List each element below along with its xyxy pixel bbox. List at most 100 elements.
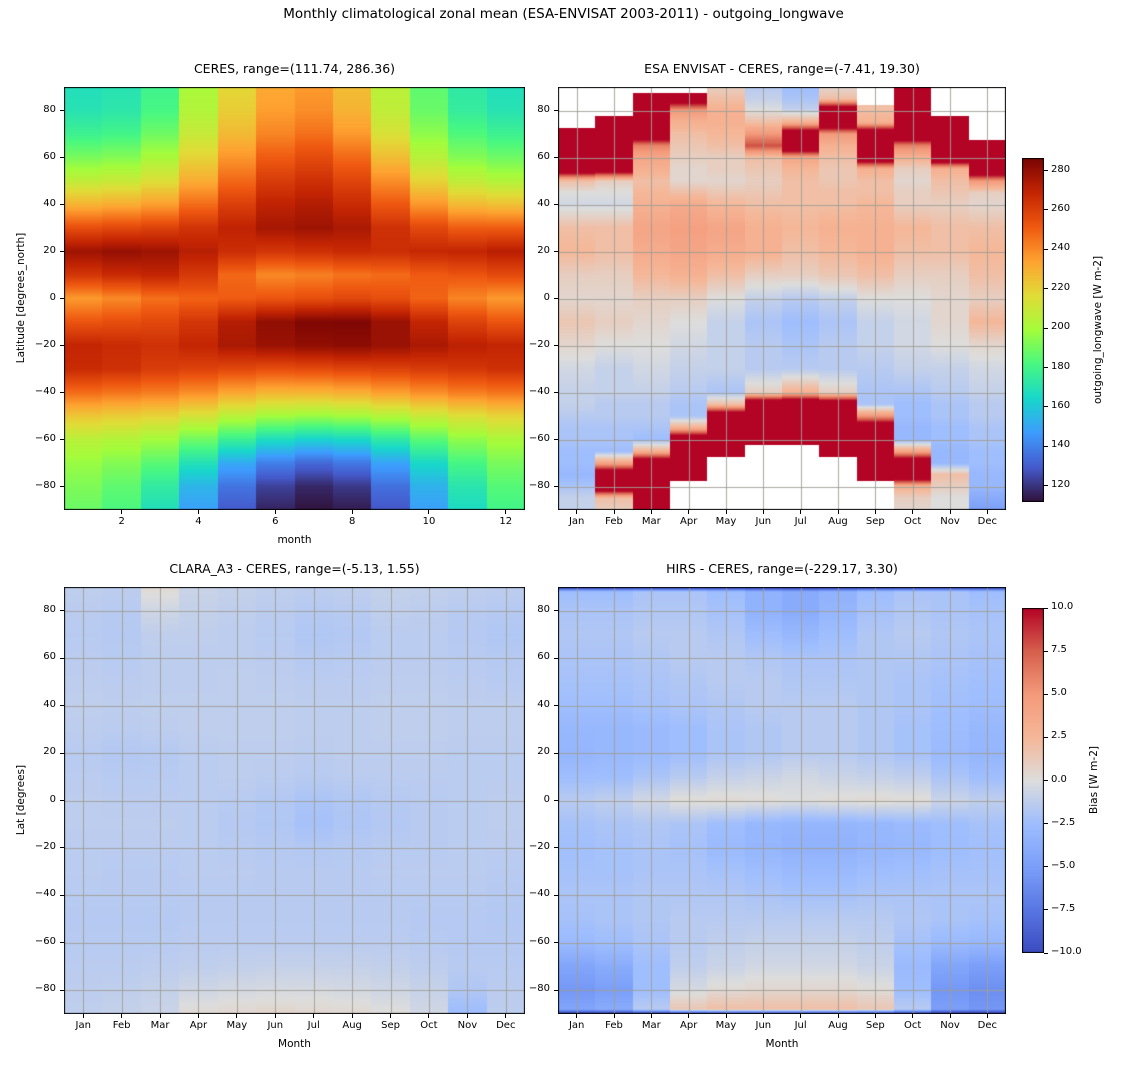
y-tick-mark <box>60 157 64 158</box>
x-tick-label: Nov <box>940 1020 960 1031</box>
colorbar-olr-label: outgoing_longwave [W m-2] <box>1092 255 1104 405</box>
y-tick-label: 0 <box>543 291 550 303</box>
colorbar-tick-mark <box>1044 823 1048 825</box>
x-tick-label: Jun <box>267 1020 284 1031</box>
y-tick-label: 80 <box>537 103 550 115</box>
x-tick-mark <box>837 510 839 514</box>
y-tick-mark <box>60 610 64 612</box>
x-tick-label: Jul <box>307 1020 320 1031</box>
colorbar-tick-mark <box>1044 650 1048 652</box>
colorbar-tick-label: −7.5 <box>1051 902 1076 914</box>
y-tick-mark <box>60 110 64 111</box>
x-tick-mark <box>390 1014 392 1018</box>
x-tick-mark <box>236 1014 238 1018</box>
y-tick-label: 20 <box>43 746 56 758</box>
x-tick-label: May <box>715 1020 737 1031</box>
colorbar-tick-mark <box>1044 367 1048 369</box>
colorbar-tick-mark <box>1044 736 1048 738</box>
y-tick-label: −60 <box>34 432 56 444</box>
y-tick-mark <box>554 942 558 944</box>
x-tick-mark <box>274 1014 276 1018</box>
x-axis-label-clara: Month <box>278 1038 311 1050</box>
y-tick-label: 60 <box>43 150 56 162</box>
x-tick-mark <box>121 1014 123 1018</box>
y-tick-mark <box>60 298 64 299</box>
x-tick-mark <box>505 1014 507 1018</box>
y-tick-label: 0 <box>543 793 550 805</box>
x-tick-mark <box>725 510 727 514</box>
y-tick-label: 20 <box>537 746 550 758</box>
x-tick-label: Jan <box>568 1020 585 1031</box>
colorbar-bias: 10.0 7.5 5.0 2.5 0.0 −2.5 −5.0 −7.5 −10.0 <box>1022 601 1082 957</box>
x-tick-label: 8 <box>348 516 356 527</box>
x-tick-mark <box>197 1014 199 1018</box>
x-tick-label: Apr <box>189 1020 208 1031</box>
heatmap-canvas-hirs <box>558 587 1006 1014</box>
colorbar-tick-label: 7.5 <box>1051 644 1067 656</box>
colorbar-tick-mark <box>1044 485 1048 487</box>
x-tick-label: Nov <box>940 516 960 527</box>
colorbar-tick-label: 280 <box>1051 163 1071 175</box>
colorbar-tick-label: −10.0 <box>1051 946 1082 957</box>
colorbar-tick-label: 260 <box>1051 202 1071 214</box>
y-tick-mark <box>554 251 558 252</box>
colorbar-tick-label: 2.5 <box>1051 730 1067 742</box>
y-tick-mark <box>554 345 558 346</box>
x-tick-label: Mar <box>641 1020 661 1031</box>
y-tick-label: 40 <box>537 197 550 209</box>
y-tick-label: −40 <box>34 888 56 900</box>
x-tick-label: Dec <box>496 1020 516 1031</box>
y-axis-label-ceres: Latitude [degrees_north] <box>15 232 27 364</box>
heatmap-canvas-esa <box>558 87 1006 510</box>
x-tick-label: Aug <box>828 516 848 527</box>
x-tick-label: Feb <box>605 516 623 527</box>
y-tick-label: −80 <box>528 983 550 995</box>
y-tick-label: 40 <box>43 197 56 209</box>
x-tick-mark <box>428 510 430 514</box>
x-tick-mark <box>576 510 578 514</box>
colorbar-tick-mark <box>1044 288 1048 290</box>
colorbar-tick-label: 140 <box>1051 439 1071 451</box>
x-tick-label: Oct <box>904 1020 922 1031</box>
y-tick-mark <box>60 942 64 944</box>
panel-ceres: 2 4 6 8 10 12 80 60 40 20 0 −20 −40 −60 −80 <box>35 87 525 527</box>
panel-title-esa: ESA ENVISAT - CERES, range=(-7.41, 19.30… <box>644 61 920 76</box>
x-tick-mark <box>650 1014 652 1018</box>
colorbar-tick-mark <box>1044 952 1048 954</box>
colorbar-tick-mark <box>1044 607 1048 609</box>
heatmap-canvas-clara <box>64 587 525 1014</box>
x-tick-label: Jun <box>755 1020 772 1031</box>
y-tick-mark <box>554 610 558 612</box>
y-tick-mark <box>554 110 558 111</box>
x-tick-mark <box>986 1014 988 1018</box>
panel-esa: Jan Feb Mar Apr May Jun Jul Aug Sep Oct Nov Dec 80 60… <box>529 87 1006 527</box>
y-tick-mark <box>554 157 558 158</box>
x-tick-label: Sep <box>381 1020 400 1031</box>
y-tick-label: −60 <box>34 935 56 947</box>
y-tick-label: 60 <box>537 651 550 663</box>
x-tick-mark <box>613 1014 615 1018</box>
y-tick-label: 0 <box>49 793 56 805</box>
y-tick-label: −80 <box>34 479 56 491</box>
colorbar-tick-label: −5.0 <box>1051 859 1076 871</box>
y-tick-mark <box>60 894 64 896</box>
x-tick-label: Jan <box>568 516 585 527</box>
x-tick-mark <box>351 510 353 514</box>
y-tick-label: −20 <box>528 338 550 350</box>
colorbar-tick-label: 160 <box>1051 399 1071 411</box>
y-tick-label: −60 <box>528 935 550 947</box>
colorbar-tick-label: 10.0 <box>1051 601 1074 612</box>
x-tick-label: Mar <box>150 1020 170 1031</box>
x-tick-mark <box>874 1014 876 1018</box>
y-tick-mark <box>60 439 64 440</box>
x-tick-mark <box>986 510 988 514</box>
y-tick-mark <box>554 657 558 659</box>
y-tick-mark <box>554 894 558 896</box>
panel-title-hirs: HIRS - CERES, range=(-229.17, 3.30) <box>666 561 898 576</box>
x-tick-mark <box>800 1014 802 1018</box>
colorbar-tick-mark <box>1044 406 1048 408</box>
x-tick-label: Sep <box>865 516 885 527</box>
y-tick-mark <box>60 800 64 801</box>
y-tick-mark <box>554 800 558 801</box>
